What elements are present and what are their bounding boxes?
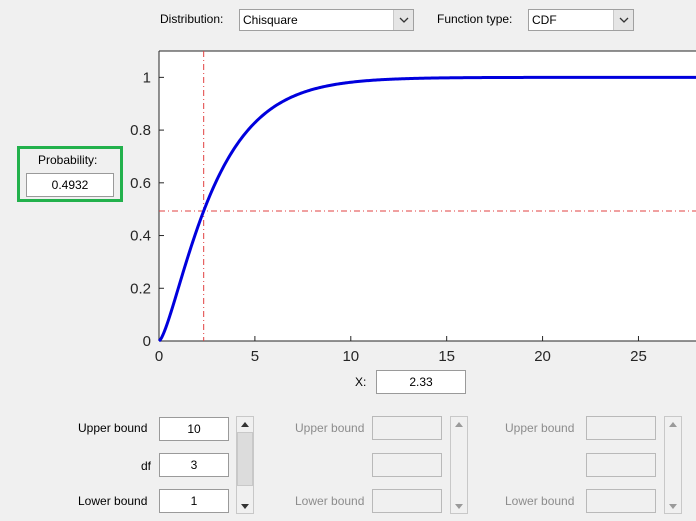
scroll-up-button-3 (665, 417, 681, 431)
x-tick-label: 25 (630, 348, 647, 365)
chevron-down-icon[interactable] (613, 10, 633, 30)
cdf-curve-series (157, 75, 696, 343)
scroll-down-button-2 (451, 499, 467, 513)
y-tick-label: 0.6 (130, 175, 151, 192)
function-type-label: Function type: (437, 12, 513, 26)
lower-bound-label-2: Lower bound (295, 494, 365, 508)
df-scrollbar[interactable] (236, 416, 254, 514)
upper-bound-field[interactable]: 10 (159, 417, 229, 441)
y-tick-label: 1 (143, 69, 151, 86)
scroll-down-button[interactable] (237, 499, 253, 513)
lower-bound-field[interactable]: 1 (159, 489, 229, 513)
triangle-down-icon (455, 503, 463, 509)
probability-field[interactable]: 0.4932 (26, 173, 114, 197)
x-tick-label: 5 (251, 348, 259, 365)
distribution-select[interactable]: Chisquare (239, 9, 414, 31)
scroll-down-button-3 (665, 499, 681, 513)
scroll-thumb[interactable] (237, 432, 253, 486)
upper-bound-field-2 (372, 416, 442, 440)
param-scrollbar-2 (450, 416, 468, 514)
triangle-up-icon (455, 421, 463, 427)
y-tick-label: 0.8 (130, 122, 151, 139)
function-type-select[interactable]: CDF (528, 9, 634, 31)
triangle-up-icon (669, 421, 677, 427)
param-field-3 (586, 453, 656, 477)
scroll-up-button[interactable] (237, 417, 253, 431)
upper-bound-field-3 (586, 416, 656, 440)
chevron-down-icon[interactable] (393, 10, 413, 30)
plot-area (159, 51, 696, 341)
probability-panel: Probability: 0.4932 (17, 146, 123, 202)
probability-label: Probability: (38, 153, 98, 167)
lower-bound-label-3: Lower bound (505, 494, 575, 508)
y-tick-label: 0.2 (130, 280, 151, 297)
lower-bound-label: Lower bound (78, 494, 148, 508)
x-tick-label: 15 (438, 348, 455, 365)
upper-bound-label: Upper bound (78, 421, 148, 435)
triangle-down-icon (241, 503, 249, 509)
triangle-up-icon (241, 421, 249, 427)
distribution-select-value: Chisquare (243, 13, 298, 27)
x-tick-label: 20 (534, 348, 551, 365)
scroll-up-button-2 (451, 417, 467, 431)
x-tick-label: 0 (155, 348, 163, 365)
x-label: X: (355, 375, 367, 389)
upper-bound-label-2: Upper bound (295, 421, 365, 435)
triangle-down-icon (669, 503, 677, 509)
param-scrollbar-3 (664, 416, 682, 514)
function-type-select-value: CDF (532, 13, 557, 27)
param-field-2 (372, 453, 442, 477)
x-tick-label: 10 (342, 348, 359, 365)
lower-bound-field-2 (372, 489, 442, 513)
df-field[interactable]: 3 (159, 453, 229, 477)
lower-bound-field-3 (586, 489, 656, 513)
x-field[interactable]: 2.33 (376, 370, 466, 394)
y-tick-label: 0 (143, 333, 151, 350)
df-label: df (141, 459, 152, 473)
distribution-label: Distribution: (160, 12, 224, 26)
upper-bound-label-3: Upper bound (505, 421, 575, 435)
y-tick-label: 0.4 (130, 228, 151, 245)
